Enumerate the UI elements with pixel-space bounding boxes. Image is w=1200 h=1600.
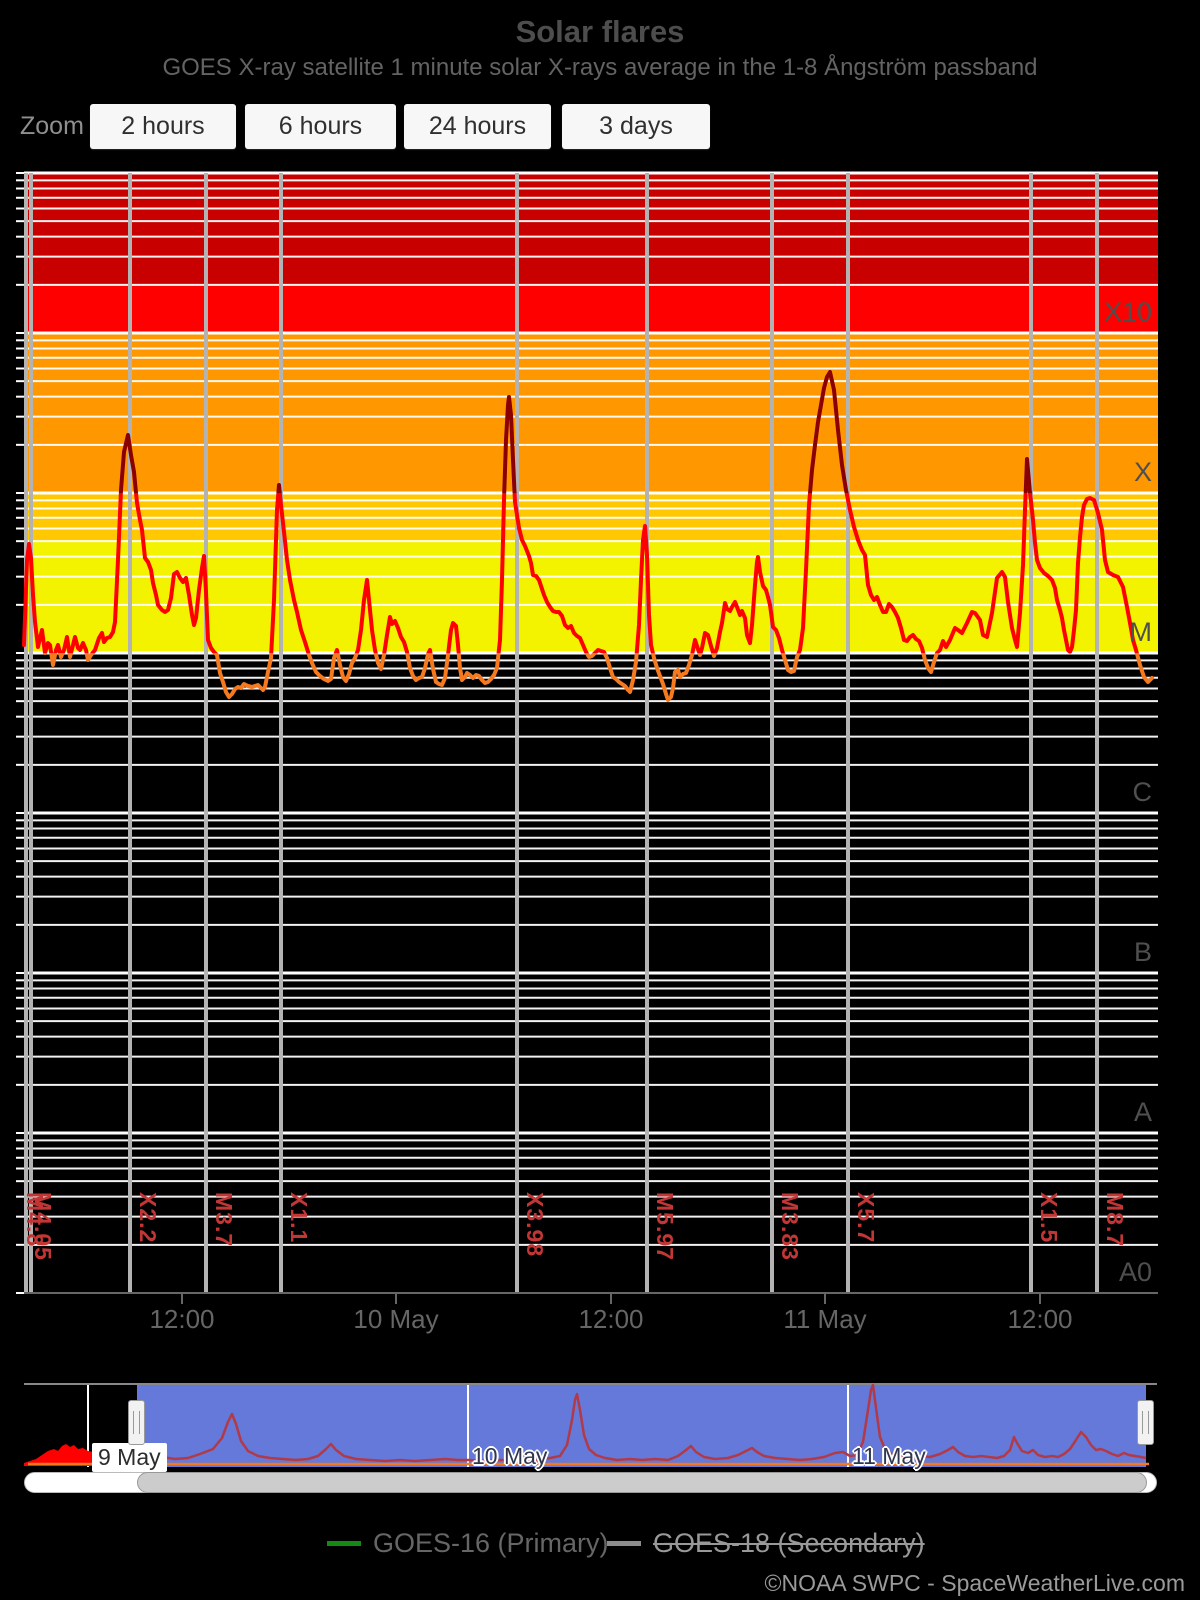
flare-label-x2-2: X2.2: [135, 1192, 161, 1244]
navigator-date-label: 10 May: [472, 1443, 548, 1469]
legend-item-goes-16[interactable]: GOES-16 (Primary): [327, 1528, 609, 1559]
x-axis-label: 10 May: [353, 1304, 439, 1334]
flare-label-x3-98: X3.98: [522, 1192, 548, 1258]
x-axis-label: 11 May: [783, 1304, 867, 1334]
goes-16-series-dash-icon: [327, 1541, 361, 1546]
y-class-label-x: X: [1133, 457, 1152, 487]
flare-label-m4-05: M4.05: [30, 1192, 56, 1261]
flux-band-X1-X10: [24, 333, 1158, 493]
page-title: Solar flares: [515, 14, 685, 49]
flare-label-m8-7: M8.7: [1102, 1192, 1128, 1248]
goes-18-series-dash-icon: [607, 1541, 641, 1546]
y-class-label-c: C: [1132, 777, 1153, 807]
legend-label-goes-18: GOES-18 (Secondary): [653, 1528, 925, 1558]
zoom-label: Zoom: [20, 112, 84, 140]
page-subtitle: GOES X-ray satellite 1 minute solar X-ra…: [162, 54, 1038, 81]
x-axis-label: 12:00: [1007, 1304, 1073, 1334]
flux-band-M1-M5: [24, 541, 1158, 653]
legend-label-goes-16: GOES-16 (Primary): [373, 1528, 609, 1558]
legend: GOES-16 (Primary) GOES-18 (Secondary): [0, 1528, 1200, 1568]
zoom-button-24-hours[interactable]: 24 hours: [404, 104, 551, 149]
flare-label-m4-8: M4.8: [22, 1192, 48, 1248]
zoom-button-2-hours[interactable]: 2 hours: [90, 104, 236, 149]
flare-label-m3-7: M3.7: [211, 1192, 237, 1248]
flare-label-x1-5: X1.5: [1036, 1192, 1062, 1244]
navigator-right-handle[interactable]: [1137, 1400, 1154, 1445]
flux-band-X10-X20: [24, 285, 1158, 333]
x-axis-label: 12:00: [578, 1304, 644, 1334]
navigator-selected-range: [137, 1385, 1146, 1467]
flux-band-above-X20: [24, 173, 1158, 285]
flare-label-x1-1: X1.1: [286, 1192, 312, 1244]
navigator-series-path: [136, 1383, 1147, 1463]
y-class-label-a0: A0: [1118, 1257, 1152, 1287]
zoom-button-3-days[interactable]: 3 days: [562, 104, 710, 149]
y-class-label-b: B: [1133, 937, 1152, 967]
navigator-left-handle[interactable]: [128, 1400, 145, 1445]
scrollbar-thumb[interactable]: [137, 1472, 1147, 1493]
x-axis-label: 12:00: [149, 1304, 215, 1334]
y-class-label-x10: X10: [1103, 297, 1152, 327]
legend-item-goes-18[interactable]: GOES-18 (Secondary): [607, 1528, 925, 1559]
y-class-label-a: A: [1133, 1097, 1152, 1127]
navigator-date-label: 11 May: [852, 1443, 926, 1469]
y-class-label-m: M: [1129, 617, 1153, 647]
copyright-credit: ©NOAA SWPC - SpaceWeatherLive.com: [764, 1570, 1185, 1596]
xray-series-path: [22, 493, 1139, 653]
navigator-date-label: 9 May: [92, 1443, 167, 1472]
flare-label-x5-7: X5.7: [853, 1192, 879, 1244]
zoom-button-6-hours[interactable]: 6 hours: [245, 104, 396, 149]
flare-label-m3-83: M3.83: [777, 1192, 803, 1261]
flare-label-m5-97: M5.97: [652, 1192, 678, 1261]
